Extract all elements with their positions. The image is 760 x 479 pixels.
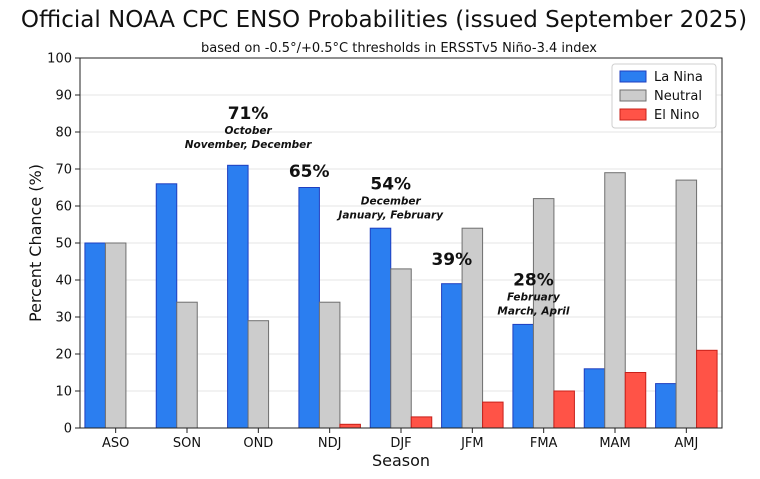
legend-label: Neutral	[654, 89, 702, 104]
annotation-percent: 39%	[431, 250, 472, 270]
bar-neutral-ond	[247, 320, 270, 429]
bar-la-nina-ndj	[298, 187, 320, 429]
bar-neutral-djf	[390, 268, 412, 429]
annotation-months: December	[361, 195, 422, 207]
y-tick-label: 40	[55, 274, 72, 289]
legend-swatch-el-nino	[619, 108, 647, 121]
y-tick-label: 0	[64, 422, 72, 437]
annotation-percent: 28%	[513, 271, 554, 291]
x-tick-label: SON	[173, 436, 201, 451]
chart-subtitle: based on -0.5°/+0.5°C thresholds in ERSS…	[201, 41, 597, 56]
bar-neutral-ndj	[318, 301, 341, 429]
x-tick-label: MAM	[599, 436, 630, 451]
bar-la-nina-ond	[227, 164, 249, 429]
bar-el-nino-amj	[696, 349, 718, 429]
x-tick-label: NDJ	[318, 436, 342, 451]
bar-neutral-mam	[604, 172, 626, 429]
x-tick-label: OND	[243, 436, 273, 451]
legend-label: El Nino	[654, 108, 700, 123]
legend-swatch-neutral	[619, 89, 647, 102]
y-tick-label: 10	[55, 385, 72, 400]
bar-la-nina-djf	[369, 227, 392, 429]
bar-el-nino-djf	[410, 416, 433, 429]
annotation-months: October	[224, 125, 272, 137]
bar-neutral-amj	[675, 179, 698, 429]
annotation-months: March, April	[497, 306, 569, 318]
bar-la-nina-fma	[512, 323, 534, 429]
legend: La Nina Neutral El Nino	[611, 63, 717, 129]
bar-el-nino-ndj	[339, 423, 361, 429]
legend-label: La Nina	[654, 70, 703, 85]
annotation-months: November, December	[185, 139, 313, 151]
y-tick-label: 80	[55, 126, 72, 141]
bar-neutral-son	[176, 301, 198, 429]
annotation-percent: 54%	[370, 174, 411, 194]
bar-neutral-aso	[104, 242, 127, 429]
legend-swatch-la-nina	[619, 70, 647, 83]
bar-la-nina-mam	[583, 368, 606, 429]
bar-el-nino-fma	[553, 390, 575, 429]
bar-el-nino-mam	[624, 372, 647, 429]
x-axis-label: Season	[372, 451, 430, 470]
x-tick-label: AMJ	[674, 436, 698, 451]
annotation-months: January, February	[336, 209, 444, 221]
bar-la-nina-aso	[84, 242, 106, 429]
y-tick-label: 60	[55, 200, 72, 215]
bar-el-nino-jfm	[482, 401, 504, 429]
x-axis-ticks: ASO SON OND NDJ DJF JFM FMA MAM AMJ	[102, 428, 698, 451]
bar-la-nina-son	[155, 183, 178, 429]
y-tick-label: 70	[55, 163, 72, 178]
chart-title: Official NOAA CPC ENSO Probabilities (is…	[21, 7, 747, 33]
x-tick-label: ASO	[102, 436, 129, 451]
y-tick-label: 30	[55, 311, 72, 326]
x-tick-label: DJF	[390, 436, 411, 451]
y-axis-ticks: 0 10 20 30 40 50 60 70 80 90 100	[47, 52, 80, 437]
y-tick-label: 20	[55, 348, 72, 363]
x-tick-label: FMA	[530, 436, 558, 451]
x-tick-label: JFM	[460, 436, 484, 451]
bar-la-nina-jfm	[441, 283, 463, 429]
bar-la-nina-amj	[655, 383, 677, 429]
y-axis-label: Percent Chance (%)	[26, 164, 45, 322]
annotation-percent: 71%	[228, 104, 269, 124]
annotation-percent: 65%	[289, 162, 330, 182]
y-tick-label: 100	[47, 52, 72, 67]
annotations: 71%October November, December 65% 54%Decemb…	[185, 104, 570, 317]
y-tick-label: 50	[55, 237, 72, 252]
annotation-months: February	[507, 292, 561, 304]
y-tick-label: 90	[55, 89, 72, 104]
